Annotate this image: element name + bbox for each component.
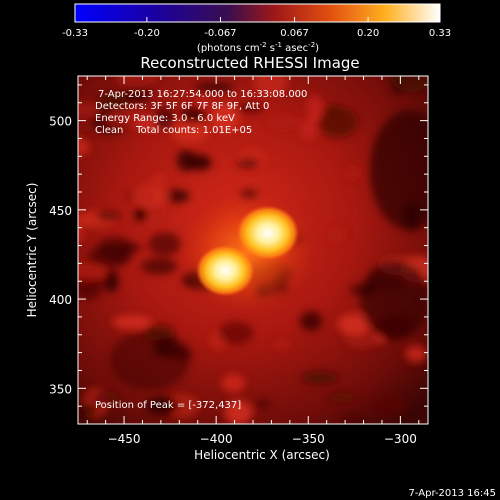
x-tick-label: −400 [200,432,233,446]
y-tick-label: 500 [49,115,72,129]
source-peak-2 [195,244,255,297]
x-tick-label: −350 [292,432,325,446]
colorbar-tick-label: -0.067 [204,28,236,39]
x-axis-ticks: −450 −400 −350 −300 [86,76,420,446]
annotation-detectors: Detectors: 3F 5F 6F 7F 8F 9F, Att 0 [95,101,269,112]
colorbar-tick-label: 0.20 [357,28,379,39]
heatmap-image [78,76,428,424]
colorbar-tick-label: 0.33 [429,28,451,39]
annotation-time: 7-Apr-2013 16:27:54.000 to 16:33:08.000 [98,89,307,100]
annotation-clean: Clean Total counts: 1.01E+05 [95,125,252,136]
colorbar-unit-label: (photons cm-2 s-1 asec-2) [197,41,319,54]
annotation-energy: Energy Range: 3.0 - 6.0 keV [95,113,235,124]
colorbar [74,3,441,23]
annotation-peak: Position of Peak = [-372,437] [95,400,241,411]
colorbar-tick-label: -0.20 [134,28,160,39]
y-tick-label: 450 [49,204,72,218]
chart-title: Reconstructed RHESSI Image [140,54,359,72]
colorbar-tick-label: -0.33 [62,28,88,39]
x-tick-label: −300 [384,432,417,446]
y-axis-label: Heliocentric Y (arcsec) [25,183,39,318]
x-axis-label: Heliocentric X (arcsec) [194,448,330,462]
x-tick-label: −450 [108,432,141,446]
colorbar-tick-label: 0.067 [280,28,309,39]
colorbar-ticks: -0.33 -0.20 -0.067 0.067 0.20 0.33 [62,17,451,39]
source-peak-1 [236,205,300,261]
y-axis-ticks: 350 400 450 500 [49,84,428,407]
footer-timestamp: 7-Apr-2013 16:45 [409,488,496,499]
y-tick-label: 400 [49,293,72,307]
y-tick-label: 350 [49,382,72,396]
